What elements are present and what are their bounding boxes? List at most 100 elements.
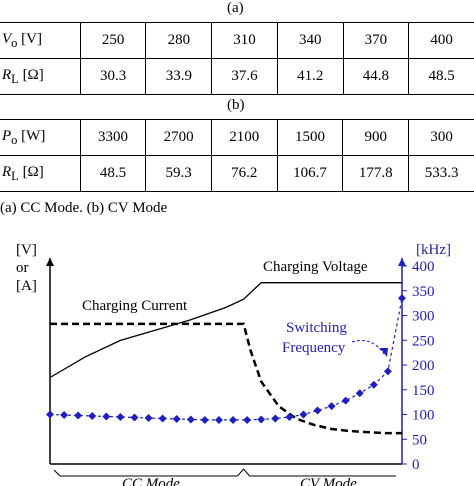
row-label-symbol: R [2,66,12,83]
table-cell: 177.8 [342,155,409,192]
frequency-marker [74,411,83,420]
right-axis-tick-label: 350 [412,284,435,300]
cc-mode-bracket [53,469,238,477]
right-axis-tick-label: 250 [412,333,435,349]
charging-profile-chart: [V] or [A] [kHz] 0 50 100 150 200 250 300 350 400 Cha… [16,242,451,486]
frequency-marker [60,410,69,419]
frequency-marker [46,410,54,419]
series-charging-voltage [49,282,402,379]
table-cell: 37.6 [211,58,278,95]
table-cell: 48.5 [79,155,146,192]
row-label-symbol: R [2,163,12,180]
label-switching-frequency-1: Switching [286,320,347,336]
right-axis-tick-label: 400 [412,259,435,275]
series-charging-current [50,322,402,435]
row-label-subscript: L [11,168,19,183]
frequency-marker [200,415,209,424]
row-label-unit: [Ω] [18,66,44,83]
table-cell: 41.2 [276,58,344,95]
table-b-row-label: Po [W] [0,119,81,156]
left-axis-label: [V] [16,242,37,258]
table-cell: 33.9 [145,58,212,95]
right-axis-tick-label: 150 [412,383,435,399]
table-cell: 300 [408,119,474,156]
frequency-label-arrowhead [380,348,388,357]
table-a-row-label: Vo [V] [0,22,81,59]
frequency-marker [214,415,223,424]
modes-caption: (a) CC Mode. (b) CV Mode [0,200,168,216]
cv-mode-bracket [237,468,396,477]
frequency-marker [341,396,350,405]
frequency-marker [102,412,111,421]
cc-mode-label: CC Mode [122,476,180,486]
table-cell: 30.3 [79,58,146,95]
frequency-marker [186,415,195,424]
frequency-marker [243,415,252,424]
table-b-row: RL [Ω] 48.5 59.3 76.2 106.7 177.8 533.3 [0,155,474,192]
frequency-marker [327,402,336,411]
frequency-marker [398,294,406,303]
table-a-caption: (a) [227,0,244,16]
cv-mode-label: CV Mode [300,476,357,486]
label-charging-voltage: Charging Voltage [263,259,368,275]
table-b-row: Po [W] 3300 2700 2100 1500 900 300 [0,119,474,156]
right-axis-tick-label: 0 [412,457,420,473]
frequency-marker [144,413,153,422]
table-a-row: Vo [V] 250 280 310 340 370 400 [0,22,474,59]
table-cell: 3300 [79,119,146,156]
table-cell: 76.2 [210,155,278,192]
row-label-subscript: o [11,35,18,50]
frequency-label-arrow [351,340,385,355]
frequency-marker [116,412,125,421]
frequency-marker [130,413,139,422]
frequency-marker [369,380,378,389]
left-axis-label: or [16,260,29,276]
frequency-marker [271,414,280,423]
table-cell: 44.8 [342,58,409,95]
frequency-marker [383,367,392,376]
right-axis-arrow [398,258,406,266]
table-cell: 900 [342,119,409,156]
table-cell: 2700 [145,119,212,156]
table-a: Vo [V] 250 280 310 340 370 400 RL [Ω] 30.3 33.9 37… [0,22,474,95]
table-cell: 2100 [210,119,278,156]
frequency-marker [313,406,322,415]
table-cell: 340 [276,22,344,59]
row-label-unit: [V] [17,30,42,47]
left-axis-arrow [46,258,54,266]
right-axis-tick-label: 200 [412,358,435,374]
right-axis-tick-label: 100 [412,408,435,424]
table-b: Po [W] 3300 2700 2100 1500 900 300 RL [Ω] 48.5 59… [0,119,474,192]
frequency-marker [355,389,364,398]
table-cell: 280 [145,22,212,59]
series-switching-frequency [49,298,403,421]
table-a-row: RL [Ω] 30.3 33.9 37.6 41.2 44.8 48.5 [0,58,474,95]
row-label-subscript: L [11,71,19,86]
table-cell: 250 [79,22,146,59]
frequency-marker [285,412,294,421]
table-cell: 1500 [276,119,343,156]
label-switching-frequency-2: Frequency [282,340,346,356]
frequency-marker [229,415,238,424]
right-axis-label: [kHz] [416,242,451,258]
table-cell: 106.7 [276,155,343,192]
table-cell: 310 [211,22,278,59]
frequency-marker [88,411,97,420]
table-cell: 533.3 [408,155,474,192]
row-label-subscript: o [11,132,18,147]
right-axis-tick-label: 50 [412,432,427,448]
table-a-row-label: RL [Ω] [0,58,81,95]
right-axis-tick-label: 300 [412,309,435,325]
frequency-marker [299,410,308,419]
table-cell: 48.5 [408,58,474,95]
table-cell: 400 [408,22,474,59]
table-cell: 59.3 [145,155,212,192]
frequency-marker [257,415,266,424]
table-b-row-label: RL [Ω] [0,155,81,192]
left-axis-label: [A] [16,278,37,294]
table-cell: 370 [342,22,409,59]
frequency-marker [172,414,181,423]
row-label-symbol: V [2,30,12,47]
row-label-symbol: P [2,127,12,144]
table-b-caption: (b) [227,97,245,113]
